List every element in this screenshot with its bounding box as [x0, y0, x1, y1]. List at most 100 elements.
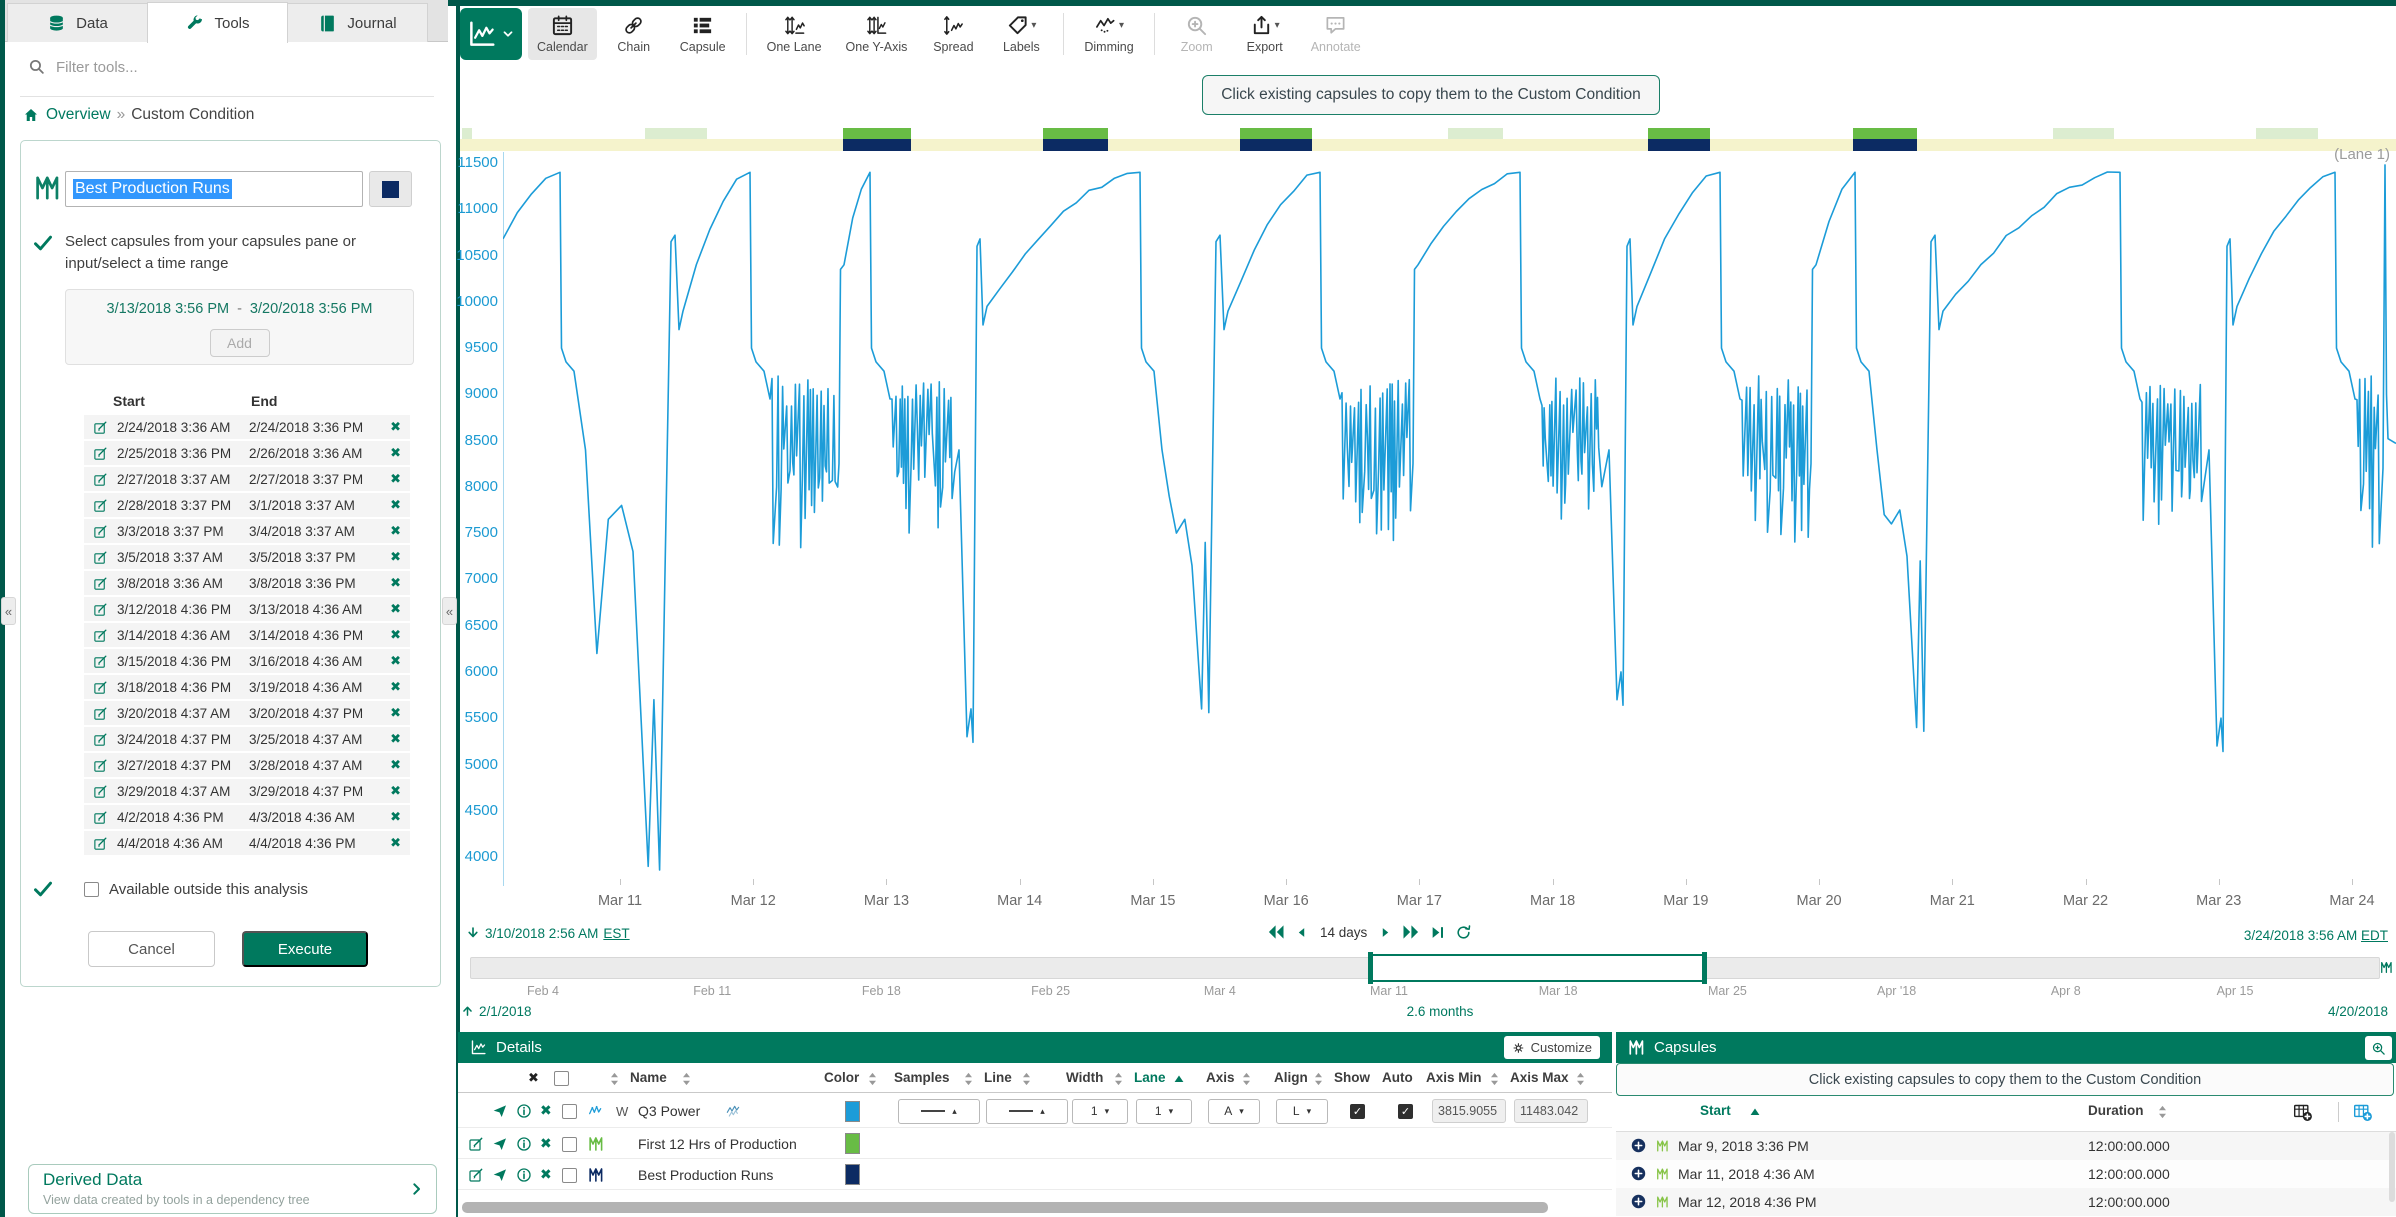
pan-far-left-button[interactable] — [1266, 922, 1286, 942]
details-hscrollbar[interactable] — [462, 1202, 1548, 1213]
remove-capsule-icon[interactable]: ✖ — [390, 523, 401, 538]
remove-capsule-icon[interactable]: ✖ — [390, 601, 401, 616]
toolbar-labels-button[interactable]: ▾ Labels — [990, 8, 1052, 60]
remove-capsule-icon[interactable]: ✖ — [390, 627, 401, 642]
edit-icon[interactable] — [93, 472, 108, 487]
toolbar-capsule-button[interactable]: Capsule — [671, 8, 735, 60]
condition-icon[interactable] — [588, 1167, 604, 1183]
pan-right-button[interactable] — [1379, 924, 1392, 941]
sort-icon[interactable] — [1490, 1072, 1499, 1086]
signal-icon[interactable] — [588, 1103, 604, 1119]
lane-select[interactable]: 1 ▾ — [1136, 1098, 1192, 1124]
axis-max-value[interactable]: 11483.042 — [1514, 1098, 1588, 1123]
capsules-col-duration[interactable]: Duration — [2088, 1103, 2144, 1118]
condition-color-picker[interactable] — [369, 171, 412, 207]
info-icon[interactable] — [516, 1167, 532, 1183]
width-select[interactable]: 1 ▾ — [1072, 1098, 1128, 1124]
plus-circle-icon[interactable] — [1630, 1165, 1647, 1182]
sort-icon[interactable] — [868, 1072, 877, 1086]
remove-capsule-icon[interactable]: ✖ — [390, 471, 401, 486]
sort-icon[interactable] — [1314, 1072, 1323, 1086]
details-col-show[interactable]: Show — [1334, 1070, 1370, 1085]
pin-icon[interactable] — [492, 1167, 508, 1183]
toolbar-one-lane-button[interactable]: One Lane — [758, 8, 831, 60]
details-col-samples[interactable]: Samples — [894, 1070, 950, 1085]
remove-capsule-icon[interactable]: ✖ — [390, 653, 401, 668]
capsules-col-start[interactable]: Start — [1700, 1103, 1731, 1118]
derived-data-card[interactable]: Derived Data View data created by tools … — [28, 1164, 437, 1214]
sort-icon[interactable] — [1022, 1072, 1031, 1086]
capsule-segment-selected[interactable] — [1648, 139, 1710, 151]
sort-icon[interactable] — [1114, 1072, 1123, 1086]
remove-capsule-icon[interactable]: ✖ — [390, 679, 401, 694]
capsule-row[interactable]: Mar 12, 2018 4:36 PM 12:00:00.000 — [1616, 1188, 2396, 1216]
remove-capsule-icon[interactable]: ✖ — [390, 731, 401, 746]
row-checkbox[interactable] — [562, 1104, 577, 1119]
timeline-selected-range[interactable] — [1368, 952, 1707, 984]
capsule-segment-unselected[interactable] — [462, 128, 472, 139]
remove-capsule-icon[interactable]: ✖ — [390, 445, 401, 460]
info-icon[interactable] — [516, 1103, 532, 1119]
collapse-left-rail-handle[interactable]: « — [1, 597, 16, 625]
capsule-segment-first12[interactable] — [1043, 128, 1108, 139]
remove-capsule-icon[interactable]: ✖ — [390, 809, 401, 824]
tab-tools[interactable]: Tools — [147, 2, 288, 43]
edit-icon[interactable] — [93, 420, 108, 435]
condition-icon[interactable] — [588, 1136, 604, 1152]
capsule-segment-selected[interactable] — [843, 139, 911, 151]
edit-icon[interactable] — [93, 628, 108, 643]
details-col-axis[interactable]: Axis — [1206, 1070, 1235, 1085]
capsule-segment-first12[interactable] — [1648, 128, 1710, 139]
color-swatch[interactable] — [845, 1133, 860, 1154]
details-col-align[interactable]: Align — [1274, 1070, 1308, 1085]
edit-icon[interactable] — [93, 550, 108, 565]
pan-left-button[interactable] — [1295, 924, 1308, 941]
edit-icon[interactable] — [93, 706, 108, 721]
toolbar-dimming-button[interactable]: ▾ Dimming — [1075, 8, 1142, 60]
remove-capsule-icon[interactable]: ✖ — [390, 835, 401, 850]
tab-journal[interactable]: Journal — [287, 3, 428, 42]
capsule-segment-selected[interactable] — [1853, 139, 1917, 151]
range-start-tz[interactable]: EST — [603, 925, 630, 941]
sort-icon[interactable] — [964, 1072, 973, 1086]
samples-style-dropdown[interactable]: ▴ — [898, 1098, 980, 1124]
edit-icon[interactable] — [93, 836, 108, 851]
plus-circle-icon[interactable] — [1630, 1193, 1647, 1210]
edit-icon[interactable] — [93, 732, 108, 747]
details-col-axis-min[interactable]: Axis Min — [1426, 1070, 1482, 1085]
edit-icon[interactable] — [93, 576, 108, 591]
axis-min-value[interactable]: 3815.9055 — [1432, 1098, 1506, 1123]
align-select[interactable]: L ▾ — [1276, 1098, 1328, 1124]
collapse-left-panel-handle[interactable]: « — [442, 597, 457, 625]
toolbar-spread-button[interactable]: Spread — [922, 8, 984, 60]
capsule-segment-first12[interactable] — [1240, 128, 1312, 139]
capsule-row[interactable]: Mar 9, 2018 3:36 PM 12:00:00.000 — [1616, 1132, 2396, 1160]
capsule-row[interactable]: Mar 11, 2018 4:36 AM 12:00:00.000 — [1616, 1160, 2396, 1188]
remove-capsule-icon[interactable]: ✖ — [390, 575, 401, 590]
pan-to-now-button[interactable] — [1430, 924, 1446, 941]
range-start-value[interactable]: 3/13/2018 3:56 PM — [106, 301, 230, 317]
capsule-segment-unselected[interactable] — [1448, 128, 1503, 139]
tab-data[interactable]: Data — [7, 3, 148, 42]
toolbar-export-button[interactable]: ▾ Export — [1234, 8, 1296, 60]
details-col-line[interactable]: Line — [984, 1070, 1012, 1085]
capsules-search-button[interactable] — [2365, 1036, 2392, 1060]
remove-capsule-icon[interactable]: ✖ — [390, 757, 401, 772]
customize-button[interactable]: Customize — [1503, 1036, 1600, 1059]
duration-label[interactable]: 14 days — [1320, 924, 1368, 940]
capsule-segment-first12[interactable] — [1853, 128, 1917, 139]
color-swatch[interactable] — [845, 1164, 860, 1185]
breadcrumb-overview-link[interactable]: Overview — [46, 106, 111, 123]
remove-icon[interactable]: ✖ — [540, 1134, 552, 1151]
sort-icon[interactable] — [682, 1072, 691, 1086]
sort-icon[interactable] — [610, 1072, 619, 1086]
refresh-button[interactable] — [1455, 924, 1472, 941]
toolbar-calendar-button[interactable]: Calendar — [528, 8, 597, 60]
edit-icon[interactable] — [468, 1136, 484, 1152]
range-end-tz[interactable]: EDT — [2361, 928, 2388, 943]
condition-name-input[interactable]: Best Production Runs — [65, 171, 363, 207]
range-end-control[interactable]: 3/24/2018 3:56 AM EDT — [2244, 928, 2388, 943]
edit-icon[interactable] — [93, 524, 108, 539]
available-outside-checkbox[interactable] — [84, 882, 99, 897]
details-header-checkbox[interactable] — [554, 1071, 569, 1086]
